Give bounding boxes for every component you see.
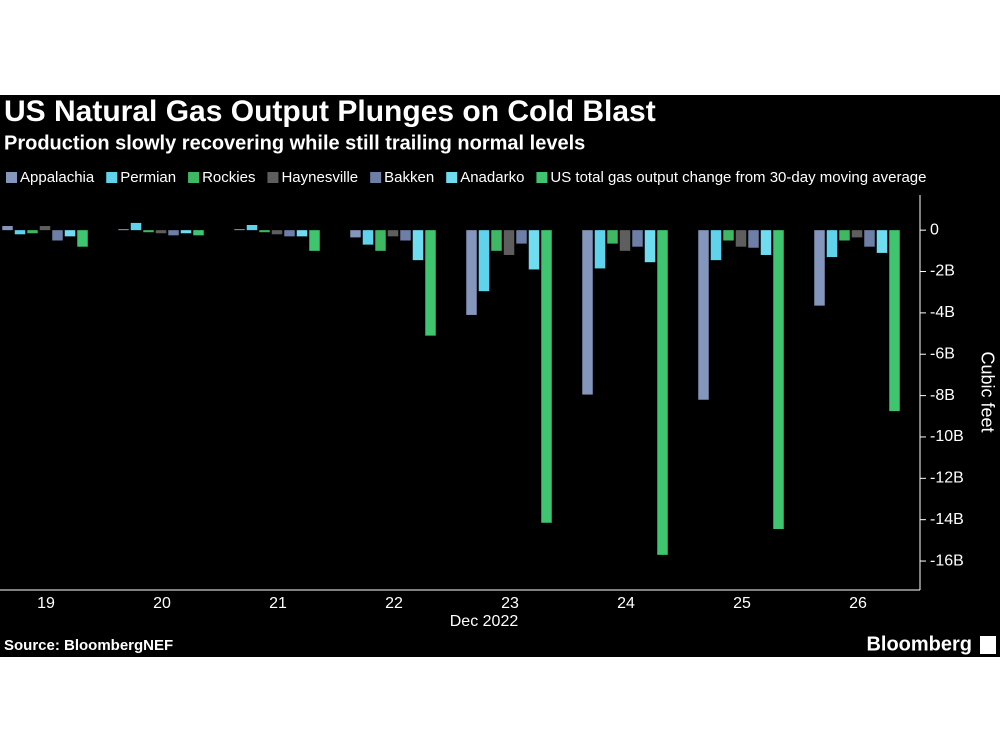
y-tick-label: 0 bbox=[930, 221, 939, 238]
bar bbox=[851, 230, 863, 238]
bar bbox=[619, 230, 631, 251]
bar bbox=[528, 230, 540, 270]
background bbox=[0, 95, 1000, 657]
x-tick-label: 19 bbox=[37, 595, 55, 612]
legend-swatch bbox=[6, 172, 17, 183]
bar bbox=[52, 230, 63, 241]
legend-swatch bbox=[267, 172, 279, 183]
bar bbox=[594, 230, 606, 269]
x-tick-label: 20 bbox=[153, 595, 171, 612]
bar bbox=[582, 230, 593, 395]
chart-title: US Natural Gas Output Plunges on Cold Bl… bbox=[4, 95, 656, 128]
legend-swatch bbox=[536, 172, 548, 183]
y-tick-label: -14B bbox=[930, 511, 964, 528]
bar bbox=[180, 230, 192, 234]
bar bbox=[748, 230, 759, 248]
bar bbox=[644, 230, 656, 263]
bar bbox=[39, 226, 51, 231]
bar bbox=[876, 230, 888, 253]
x-tick-label: 24 bbox=[617, 595, 635, 612]
bar bbox=[710, 230, 722, 261]
y-tick-label: -12B bbox=[930, 470, 964, 487]
chart-subtitle: Production slowly recovering while still… bbox=[4, 132, 585, 154]
y-tick-label: -6B bbox=[930, 345, 955, 362]
bar bbox=[425, 230, 436, 336]
bar bbox=[839, 230, 850, 241]
bar bbox=[27, 230, 38, 234]
y-tick-label: -10B bbox=[930, 428, 964, 445]
bar bbox=[773, 230, 784, 529]
bar bbox=[362, 230, 374, 245]
bar bbox=[64, 230, 76, 237]
y-tick-label: -2B bbox=[930, 263, 955, 280]
x-tick-label: 25 bbox=[733, 595, 751, 612]
bar bbox=[168, 230, 179, 236]
bar bbox=[350, 230, 361, 238]
bar bbox=[296, 230, 308, 237]
bar bbox=[193, 230, 204, 236]
x-axis-title: Dec 2022 bbox=[450, 613, 519, 630]
bar bbox=[491, 230, 502, 251]
bar bbox=[889, 230, 900, 412]
bar bbox=[77, 230, 88, 247]
bar bbox=[826, 230, 838, 258]
bar bbox=[246, 224, 258, 231]
brand: Bloomberg bbox=[866, 633, 972, 655]
bar bbox=[478, 230, 490, 292]
bar bbox=[607, 230, 618, 244]
bar bbox=[516, 230, 527, 244]
bar bbox=[284, 230, 295, 237]
bar bbox=[130, 222, 142, 231]
x-tick-label: 22 bbox=[385, 595, 403, 612]
bar bbox=[155, 230, 167, 234]
bar bbox=[375, 230, 386, 251]
y-tick-label: -4B bbox=[930, 304, 955, 321]
legend-label: Anadarko bbox=[460, 169, 524, 186]
legend-label: Haynesville bbox=[281, 169, 358, 186]
bar bbox=[2, 226, 13, 231]
bar bbox=[400, 230, 411, 241]
bar bbox=[234, 229, 245, 231]
bar bbox=[632, 230, 643, 247]
bar bbox=[760, 230, 772, 255]
bar bbox=[864, 230, 875, 247]
bar bbox=[412, 230, 424, 261]
legend-swatch bbox=[188, 172, 200, 183]
brand-icon bbox=[980, 636, 996, 654]
bar bbox=[814, 230, 825, 306]
bar bbox=[735, 230, 747, 247]
bar bbox=[118, 229, 129, 231]
bar bbox=[503, 230, 515, 255]
bar bbox=[309, 230, 320, 251]
x-tick-label: 21 bbox=[269, 595, 287, 612]
bar bbox=[259, 230, 270, 233]
bar bbox=[271, 230, 283, 235]
legend-label: Permian bbox=[120, 169, 176, 186]
y-tick-label: -16B bbox=[930, 552, 964, 569]
y-axis-title: Cubic feet bbox=[977, 351, 997, 432]
x-tick-label: 23 bbox=[501, 595, 519, 612]
bar bbox=[14, 230, 26, 235]
bar bbox=[466, 230, 477, 315]
bar bbox=[698, 230, 709, 400]
legend-label: Appalachia bbox=[20, 169, 95, 186]
bar bbox=[723, 230, 734, 241]
legend-swatch bbox=[106, 172, 118, 183]
bar bbox=[657, 230, 668, 555]
legend-swatch bbox=[370, 172, 382, 183]
x-tick-label: 26 bbox=[849, 595, 867, 612]
legend-swatch bbox=[446, 172, 458, 183]
bar bbox=[541, 230, 552, 523]
source: Source: BloombergNEF bbox=[4, 637, 173, 654]
bar bbox=[143, 230, 154, 233]
y-tick-label: -8B bbox=[930, 387, 955, 404]
legend-label: Rockies bbox=[202, 169, 255, 186]
bar bbox=[387, 230, 399, 237]
legend-label: Bakken bbox=[384, 169, 434, 186]
legend-label: US total gas output change from 30-day m… bbox=[550, 169, 926, 186]
